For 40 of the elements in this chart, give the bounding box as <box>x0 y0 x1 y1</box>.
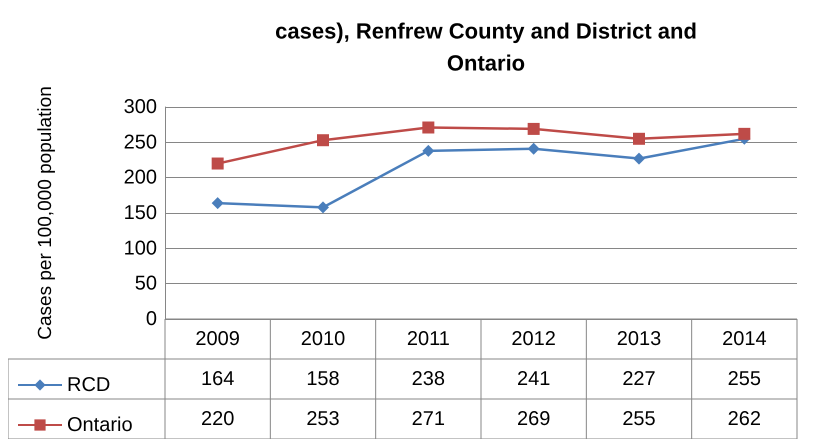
x-tick-label: 2010 <box>300 328 346 350</box>
y-axis-title: Cases per 100,000 population <box>35 86 56 340</box>
data-label: 238 <box>412 368 446 390</box>
y-tick-label: 300 <box>124 96 157 118</box>
x-tick-label: 2014 <box>722 328 767 350</box>
y-tick-label: 200 <box>124 166 157 189</box>
data-label: 255 <box>728 368 762 390</box>
point <box>738 128 750 140</box>
point <box>317 134 329 146</box>
point <box>317 201 329 214</box>
x-tick-label: 2013 <box>616 328 662 350</box>
data-label: 241 <box>516 368 550 390</box>
x-tick-label: 2012 <box>511 328 556 350</box>
point <box>528 122 540 135</box>
x-tick-label: 2011 <box>406 328 450 350</box>
x-tick-label: 2009 <box>195 328 240 350</box>
y-tick-label: 0 <box>146 308 157 330</box>
data-label: 271 <box>412 408 446 430</box>
y-tick-label: 50 <box>134 272 157 295</box>
y-tick-label: 100 <box>124 237 157 260</box>
data-label: 269 <box>516 408 550 430</box>
legend-label: RCD <box>67 374 110 396</box>
point <box>633 152 645 165</box>
point <box>422 144 434 157</box>
point <box>212 158 224 170</box>
chart-title: cases), Renfrew County and District and Ontario <box>275 18 697 76</box>
point <box>212 197 224 210</box>
y-tick-label: 150 <box>124 202 157 224</box>
point <box>422 121 434 134</box>
data-label: 164 <box>200 368 234 390</box>
data-label: 253 <box>306 408 340 430</box>
legend-label: Ontario <box>67 414 133 436</box>
data-label: 227 <box>622 368 656 390</box>
point <box>633 132 645 145</box>
data-label: 220 <box>200 408 234 430</box>
data-label: 262 <box>728 408 762 430</box>
data-label: 158 <box>306 368 340 390</box>
point <box>528 142 540 155</box>
data-label: 255 <box>622 408 656 430</box>
y-tick-label: 250 <box>124 131 157 154</box>
